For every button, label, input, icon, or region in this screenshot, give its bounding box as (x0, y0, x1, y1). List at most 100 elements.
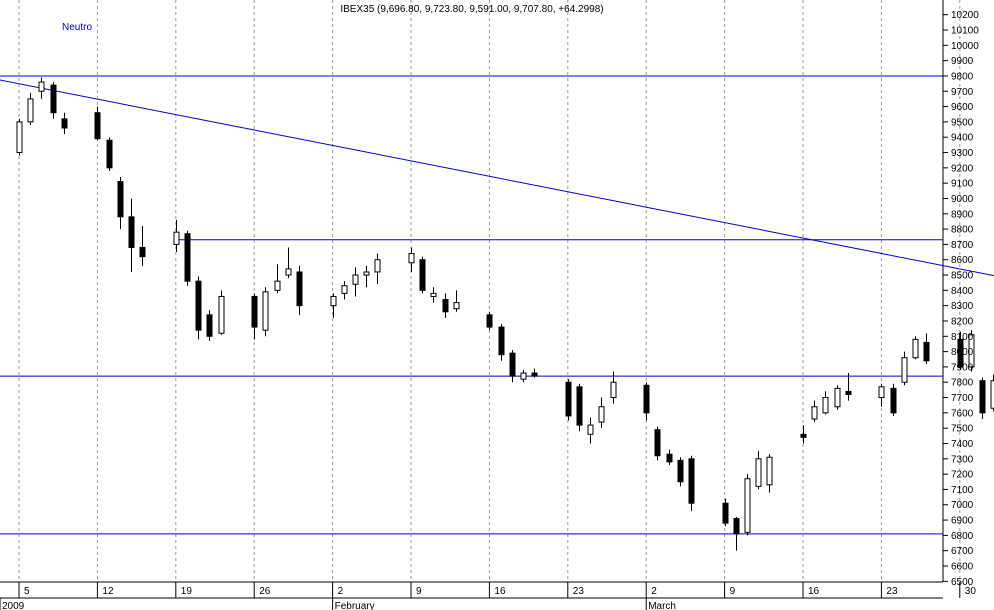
candle-2009-02-13 (453, 290, 460, 312)
candle-2009-02-10 (419, 256, 426, 294)
candle-2009-03-23 (878, 383, 885, 407)
date-tick-label-2009-02-02: 2 (338, 586, 344, 597)
candle-2009-03-19 (834, 385, 841, 410)
candle-body-2009-01-14 (117, 181, 124, 218)
candle-2009-03-11 (744, 474, 751, 536)
candle-body-2009-02-25 (587, 424, 594, 435)
candle-body-2009-02-11 (430, 292, 437, 297)
date-tick-label-2009-03-23: 23 (886, 586, 898, 597)
candle-2009-01-16 (139, 226, 146, 266)
candle-body-2009-01-28 (274, 280, 281, 291)
price-tick-label-9300: 9300 (951, 148, 974, 159)
candle-body-2009-01-27 (262, 291, 269, 331)
trendline-downtrend (0, 79, 994, 277)
candle-2009-03-31 (968, 330, 975, 372)
candle-2009-03-10 (733, 516, 740, 551)
candle-body-2009-03-25 (901, 357, 908, 383)
candle-body-2009-03-04 (666, 453, 673, 463)
candle-body-2009-03-16 (800, 433, 807, 438)
candle-body-2009-01-08 (50, 84, 57, 114)
candle-2009-03-18 (822, 391, 829, 415)
date-tick-label-2009-01-05: 5 (24, 586, 30, 597)
price-tick-label-7300: 7300 (951, 454, 974, 465)
candle-2009-04-01 (979, 377, 986, 419)
date-tick-label-2009-01-19: 19 (181, 586, 193, 597)
candle-body-2009-01-07 (38, 81, 45, 92)
candle-2009-03-13 (766, 454, 773, 493)
candle-body-2009-01-21 (195, 280, 202, 331)
candle-2009-01-20 (184, 230, 191, 286)
horizontal-support-resistance-lines (0, 75, 943, 535)
candle-2009-02-27 (610, 371, 617, 404)
candle-body-2009-03-19 (834, 387, 841, 408)
price-tick-label-8000: 8000 (951, 347, 974, 358)
candle-body-2009-03-09 (722, 502, 729, 524)
candle-body-2009-02-06 (374, 259, 381, 273)
candle-body-2009-02-13 (453, 302, 460, 310)
candle-body-2009-01-29 (285, 268, 292, 276)
price-tick-label-9500: 9500 (951, 117, 974, 128)
candle-body-2009-02-12 (442, 299, 449, 313)
candle-body-2009-01-09 (61, 118, 68, 129)
candle-2009-03-27 (923, 333, 930, 364)
price-tick-label-8300: 8300 (951, 301, 974, 312)
candle-body-2009-02-17 (498, 326, 505, 356)
candle-2009-03-02 (643, 382, 650, 421)
candles (16, 77, 994, 551)
candle-2009-02-09 (408, 247, 415, 272)
date-tick-label-2009-02-16: 16 (494, 586, 506, 597)
candle-2009-01-22 (206, 310, 213, 341)
month-label-February: February (335, 601, 375, 610)
candle-2009-02-18 (509, 350, 516, 383)
candle-2009-01-23 (218, 290, 225, 335)
candle-body-2009-02-24 (576, 386, 583, 426)
candle-2009-03-26 (912, 336, 919, 360)
candle-body-2009-01-13 (106, 139, 113, 169)
candle-body-2009-02-10 (419, 259, 426, 291)
price-tick-label-10100: 10100 (951, 26, 979, 37)
candle-body-2009-02-03 (341, 285, 348, 294)
candle-2009-03-17 (811, 400, 818, 423)
price-tick-label-6700: 6700 (951, 546, 974, 557)
candle-body-2009-03-11 (744, 478, 751, 533)
candle-body-2009-03-23 (878, 386, 885, 399)
candle-body-2009-02-26 (598, 406, 605, 423)
candle-body-2009-02-18 (509, 352, 516, 377)
candle-2009-01-07 (38, 77, 45, 99)
candle-body-2009-02-27 (610, 381, 617, 399)
price-tick-label-10200: 10200 (951, 10, 979, 21)
candle-2009-03-20 (845, 373, 852, 401)
candle-2009-02-16 (486, 311, 493, 331)
candle-2009-02-23 (565, 379, 572, 421)
candle-2009-02-26 (598, 397, 605, 429)
candle-body-2009-01-26 (251, 295, 258, 328)
price-tick-label-8900: 8900 (951, 209, 974, 220)
price-tick-label-8600: 8600 (951, 255, 974, 266)
candle-body-2009-02-23 (565, 381, 572, 417)
candle-2009-02-02 (330, 293, 337, 318)
price-tick-label-7100: 7100 (951, 485, 974, 496)
date-tick-label-2009-03-30: 30 (965, 586, 977, 597)
month-label-2009: 2009 (2, 601, 25, 610)
price-tick-label-6900: 6900 (951, 516, 974, 527)
candle-2009-03-05 (677, 457, 684, 487)
chart-annotation-label: Neutro (62, 22, 92, 33)
candle-2009-01-21 (195, 276, 202, 340)
candle-2009-03-16 (800, 425, 807, 444)
price-tick-label-7200: 7200 (951, 470, 974, 481)
candle-2009-01-27 (262, 287, 269, 337)
vertical-gridlines (18, 0, 961, 582)
candle-body-2009-03-26 (912, 338, 919, 359)
candle-body-2009-03-24 (890, 387, 897, 414)
candle-2009-03-24 (890, 383, 897, 416)
candle-2009-01-15 (128, 198, 135, 272)
candle-body-2009-02-02 (330, 295, 337, 307)
candle-2009-03-06 (688, 455, 695, 511)
candle-body-2009-02-19 (520, 372, 527, 380)
date-axis: 520091219262February916232March91623306A… (0, 581, 977, 610)
candle-body-2009-03-17 (811, 406, 818, 420)
price-tick-label-9600: 9600 (951, 102, 974, 113)
chart-title: IBEX35 (9,696.80, 9,723.80, 9,591.00, 9,… (340, 4, 603, 15)
candle-body-2009-03-18 (822, 397, 829, 414)
